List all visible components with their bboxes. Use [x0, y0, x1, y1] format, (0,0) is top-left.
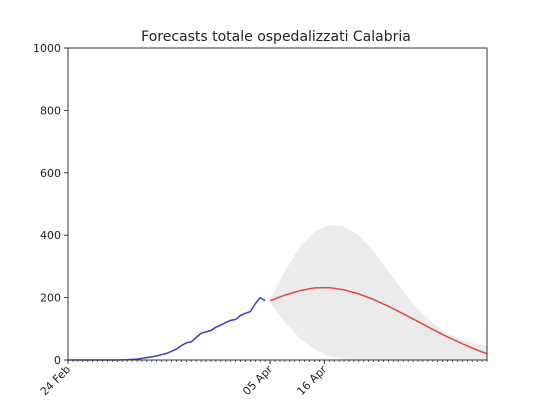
confidence-band-layer — [270, 225, 487, 360]
observed-series-line — [68, 296, 266, 361]
y-tick-label: 1000 — [33, 42, 61, 55]
forecast-confidence-band — [270, 225, 487, 360]
x-axis: 24 Feb 05 Apr 16 Apr — [38, 360, 488, 398]
y-axis: 0 200 400 600 800 1000 — [33, 42, 68, 367]
x-tick-label: 05 Apr — [240, 363, 275, 398]
y-tick-label: 800 — [40, 104, 61, 117]
chart-title: Forecasts totale ospedalizzati Calabria — [141, 29, 411, 45]
y-tick-label: 0 — [54, 354, 61, 367]
y-tick-label: 400 — [40, 229, 61, 242]
plot-area-frame — [67, 47, 488, 361]
forecast-series-line — [269, 286, 488, 355]
x-tick-label: 16 Apr — [294, 363, 329, 398]
x-tick-label: 24 Feb — [38, 363, 73, 398]
y-tick-label: 600 — [40, 167, 61, 180]
y-tick-label: 200 — [40, 292, 61, 305]
